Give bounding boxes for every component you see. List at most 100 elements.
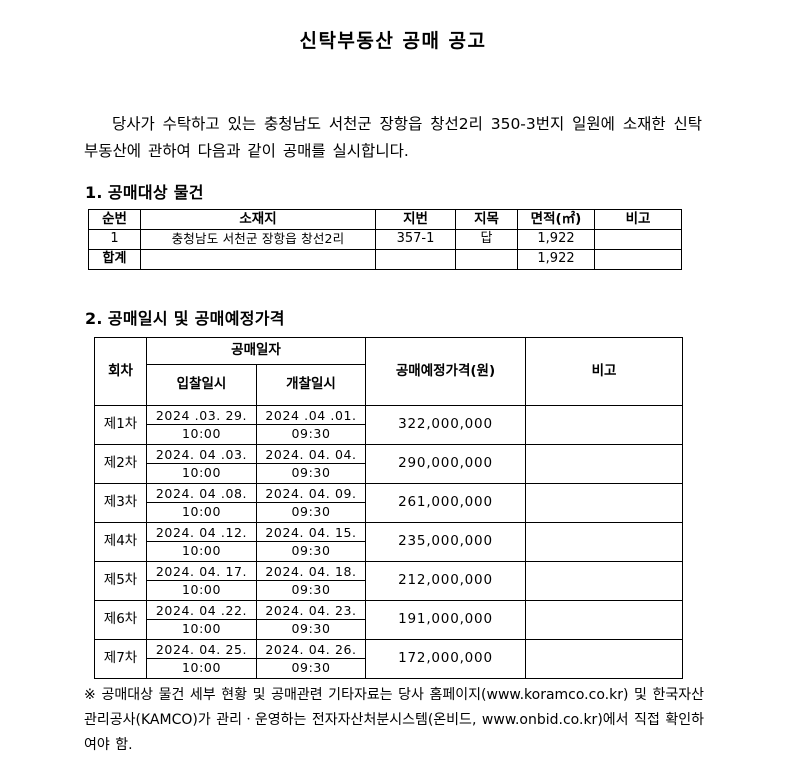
open-time: 09:30 — [291, 582, 331, 597]
cell-note — [525, 483, 683, 523]
table-total-row: 합계 1,922 — [88, 249, 682, 270]
cell-price: 212,000,000 — [365, 561, 526, 601]
table-row: 제3차 2024. 04 .08. 10:00 2024. 04. 09. 09:30 2… — [94, 483, 683, 523]
cell-open-datetime: 2024. 04. 26. 09:30 — [256, 639, 366, 679]
bid-time: 10:00 — [181, 465, 222, 480]
open-date: 2024. 04. 09. — [257, 486, 365, 503]
col-header-note: 비고 — [594, 209, 682, 230]
col-header-jimok: 지목 — [455, 209, 518, 230]
table-header-row: 순번 소재지 지번 지목 면적(㎡) 비고 — [88, 209, 682, 230]
table-row: 1 충청남도 서천군 장항읍 창선2리 357-1 답 1,922 — [88, 229, 682, 250]
cell-bid-datetime: 2024. 04 .08. 10:00 — [146, 483, 257, 523]
bid-time: 10:00 — [181, 621, 222, 636]
section-title: 공매일시 및 공매예정가격 — [107, 309, 285, 328]
cell-no: 1 — [88, 229, 141, 250]
table-row: 제4차 2024. 04 .12. 10:00 2024. 04. 15. 09:30 2… — [94, 522, 683, 562]
col-header-no: 순번 — [88, 209, 141, 230]
cell-price: 235,000,000 — [365, 522, 526, 562]
cell-open-datetime: 2024. 04. 04. 09:30 — [256, 444, 366, 484]
col-header-round: 회차 — [94, 337, 147, 406]
cell-area: 1,922 — [517, 229, 595, 250]
bid-time: 10:00 — [181, 660, 222, 675]
cell-note — [594, 229, 682, 250]
open-date: 2024. 04. 15. — [257, 525, 365, 542]
bid-date: 2024. 04 .03. — [147, 447, 256, 464]
section-title: 공매대상 물건 — [107, 183, 204, 202]
schedule-table: 회차 공매일자 공매예정가격(원) 비고 입찰일시 개찰일시 제1차 2024 .… — [94, 337, 683, 679]
cell-price: 172,000,000 — [365, 639, 526, 679]
open-date: 2024. 04. 23. — [257, 603, 365, 620]
bid-time: 10:00 — [181, 543, 222, 558]
open-time: 09:30 — [291, 426, 331, 441]
section-number: 2. — [85, 309, 103, 328]
open-date: 2024. 04. 04. — [257, 447, 365, 464]
cell-note — [525, 522, 683, 562]
cell-open-datetime: 2024. 04. 09. 09:30 — [256, 483, 366, 523]
cell-price: 322,000,000 — [365, 405, 526, 445]
cell-bid-datetime: 2024. 04. 25. 10:00 — [146, 639, 257, 679]
bid-date: 2024. 04. 25. — [147, 642, 256, 659]
cell-bid-datetime: 2024. 04 .22. 10:00 — [146, 600, 257, 640]
cell-address: 충청남도 서천군 장항읍 창선2리 — [140, 229, 376, 250]
open-date: 2024 .04 .01. — [257, 408, 365, 425]
bid-date: 2024. 04. 17. — [147, 564, 256, 581]
cell-price: 261,000,000 — [365, 483, 526, 523]
cell-jibun: 357-1 — [375, 229, 456, 250]
cell-bid-datetime: 2024 .03. 29. 10:00 — [146, 405, 257, 445]
footnote-text: ※ 공매대상 물건 세부 현황 및 공매관련 기타자료는 당사 홈페이지(www… — [84, 687, 704, 753]
cell-round: 제6차 — [94, 600, 147, 640]
cell-note — [525, 444, 683, 484]
cell-bid-datetime: 2024. 04 .12. 10:00 — [146, 522, 257, 562]
bid-date: 2024. 04 .08. — [147, 486, 256, 503]
open-time: 09:30 — [291, 504, 331, 519]
cell-bid-datetime: 2024. 04. 17. 10:00 — [146, 561, 257, 601]
table-row: 제1차 2024 .03. 29. 10:00 2024 .04 .01. 09:30 3… — [94, 405, 683, 445]
cell-round: 제5차 — [94, 561, 147, 601]
col-header-price: 공매예정가격(원) — [365, 337, 526, 406]
cell-note — [525, 405, 683, 445]
cell-total-jibun — [375, 249, 456, 270]
section-heading-items: 1. 공매대상 물건 — [85, 179, 204, 203]
table-row: 제5차 2024. 04. 17. 10:00 2024. 04. 18. 09:30 2… — [94, 561, 683, 601]
bid-date: 2024. 04 .12. — [147, 525, 256, 542]
cell-total-jimok — [455, 249, 518, 270]
cell-round: 제7차 — [94, 639, 147, 679]
bid-time: 10:00 — [181, 504, 222, 519]
col-header-jibun: 지번 — [375, 209, 456, 230]
cell-total-label: 합계 — [88, 249, 141, 270]
table-header-row-top: 회차 공매일자 공매예정가격(원) 비고 — [94, 337, 683, 406]
intro-paragraph: 당사가 수탁하고 있는 충청남도 서천군 장항읍 창선2리 350-3번지 일원… — [84, 114, 702, 160]
cell-total-area: 1,922 — [517, 249, 595, 270]
cell-open-datetime: 2024. 04. 18. 09:30 — [256, 561, 366, 601]
table-row: 제2차 2024. 04 .03. 10:00 2024. 04. 04. 09:30 2… — [94, 444, 683, 484]
cell-price: 191,000,000 — [365, 600, 526, 640]
items-table: 순번 소재지 지번 지목 면적(㎡) 비고 1 충청남도 서천군 장항읍 창선2… — [88, 209, 682, 270]
bid-date: 2024. 04 .22. — [147, 603, 256, 620]
bid-date: 2024 .03. 29. — [147, 408, 256, 425]
cell-round: 제4차 — [94, 522, 147, 562]
cell-open-datetime: 2024. 04. 23. 09:30 — [256, 600, 366, 640]
cell-note — [525, 561, 683, 601]
cell-note — [525, 639, 683, 679]
cell-total-address — [140, 249, 376, 270]
open-time: 09:30 — [291, 465, 331, 480]
cell-bid-datetime: 2024. 04 .03. 10:00 — [146, 444, 257, 484]
cell-round: 제1차 — [94, 405, 147, 445]
bid-time: 10:00 — [181, 426, 222, 441]
open-time: 09:30 — [291, 621, 331, 636]
open-date: 2024. 04. 18. — [257, 564, 365, 581]
col-header-bid-datetime: 입찰일시 — [146, 364, 257, 406]
col-header-note: 비고 — [525, 337, 683, 406]
col-header-date-group: 공매일자 — [146, 337, 366, 365]
cell-round: 제2차 — [94, 444, 147, 484]
cell-price: 290,000,000 — [365, 444, 526, 484]
open-date: 2024. 04. 26. — [257, 642, 365, 659]
col-header-area: 면적(㎡) — [517, 209, 595, 230]
bid-time: 10:00 — [181, 582, 222, 597]
page-title: 신탁부동산 공매 공고 — [299, 30, 487, 52]
table-row: 제7차 2024. 04. 25. 10:00 2024. 04. 26. 09:30 1… — [94, 639, 683, 679]
cell-round: 제3차 — [94, 483, 147, 523]
table-header-row-sub: 입찰일시 개찰일시 — [95, 364, 683, 406]
col-header-address: 소재지 — [140, 209, 376, 230]
